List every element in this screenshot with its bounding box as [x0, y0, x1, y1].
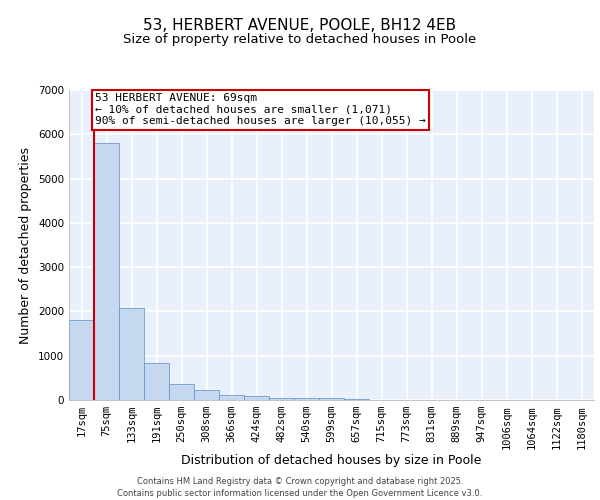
Bar	[344, 398, 369, 400]
Bar	[194, 390, 219, 400]
Bar	[319, 398, 344, 400]
Y-axis label: Number of detached properties: Number of detached properties	[19, 146, 32, 344]
Text: 53 HERBERT AVENUE: 69sqm
← 10% of detached houses are smaller (1,071)
90% of sem: 53 HERBERT AVENUE: 69sqm ← 10% of detach…	[95, 93, 426, 126]
Bar	[219, 396, 244, 400]
Bar	[69, 320, 94, 400]
Bar	[119, 308, 144, 400]
Bar	[294, 398, 319, 400]
Text: 53, HERBERT AVENUE, POOLE, BH12 4EB: 53, HERBERT AVENUE, POOLE, BH12 4EB	[143, 18, 457, 32]
Bar	[169, 384, 194, 400]
Bar	[244, 396, 269, 400]
Bar	[94, 143, 119, 400]
Bar	[144, 363, 169, 400]
Text: Contains HM Land Registry data © Crown copyright and database right 2025.: Contains HM Land Registry data © Crown c…	[137, 478, 463, 486]
Text: Contains public sector information licensed under the Open Government Licence v3: Contains public sector information licen…	[118, 489, 482, 498]
X-axis label: Distribution of detached houses by size in Poole: Distribution of detached houses by size …	[181, 454, 482, 467]
Bar	[269, 398, 294, 400]
Text: Size of property relative to detached houses in Poole: Size of property relative to detached ho…	[124, 32, 476, 46]
